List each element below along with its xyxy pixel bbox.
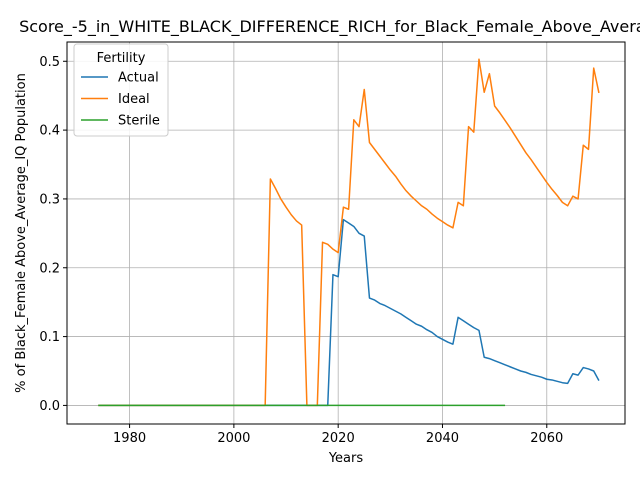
y-tick-label: 0.2 (39, 261, 60, 276)
legend-label-actual: Actual (118, 71, 159, 86)
chart-title: Score_-5_in_WHITE_BLACK_DIFFERENCE_RICH_… (19, 17, 640, 37)
y-tick-label: 0.0 (39, 399, 60, 414)
y-axis: 0.0 0.1 0.2 0.3 0.4 0.5 (39, 55, 67, 414)
y-tick-label: 0.4 (39, 124, 60, 139)
legend-label-sterile: Sterile (118, 114, 160, 129)
x-tick-label: 2060 (530, 431, 563, 446)
legend-box (73, 43, 169, 137)
x-axis: 1980 2000 2020 2040 2060 (113, 424, 563, 446)
legend-entries: Actual Ideal Sterile (81, 71, 160, 129)
x-tick-label: 1980 (113, 431, 146, 446)
series-line-ideal (98, 58, 600, 407)
series-layer (98, 58, 600, 407)
x-tick-label: 2040 (426, 431, 459, 446)
x-tick-label: 2000 (217, 431, 250, 446)
x-tick-label: 2020 (322, 431, 355, 446)
plot-frame (66, 41, 626, 425)
legend-title: Fertility (97, 51, 146, 66)
y-axis-label: % of Black_Female Above_Average_IQ Popul… (14, 73, 29, 393)
y-tick-label: 0.3 (39, 192, 60, 207)
legend-label-ideal: Ideal (118, 92, 150, 107)
y-tick-label: 0.1 (39, 330, 60, 345)
legend: Fertility Actual Ideal Sterile (73, 43, 169, 137)
x-axis-label: Years (328, 451, 364, 466)
series-line-actual (98, 218, 600, 407)
y-tick-label: 0.5 (39, 55, 60, 70)
